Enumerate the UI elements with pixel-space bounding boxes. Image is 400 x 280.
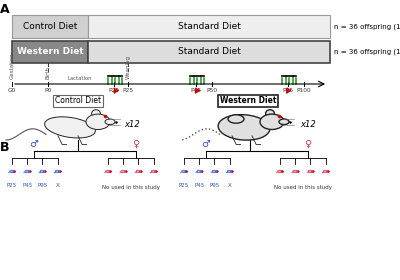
Text: Birth: Birth xyxy=(46,66,50,79)
Ellipse shape xyxy=(311,171,314,172)
Ellipse shape xyxy=(326,171,329,172)
Text: X: X xyxy=(56,183,60,188)
Text: Control Diet: Control Diet xyxy=(23,22,77,31)
Text: G0: G0 xyxy=(8,88,16,93)
Text: A: A xyxy=(0,3,10,16)
Text: x12: x12 xyxy=(300,120,316,129)
Text: P95: P95 xyxy=(282,88,294,93)
Text: ♀: ♀ xyxy=(132,139,140,149)
Text: No used in this study: No used in this study xyxy=(102,185,160,190)
Bar xyxy=(88,15,330,38)
Ellipse shape xyxy=(182,170,186,172)
Text: Lactation: Lactation xyxy=(68,76,92,81)
Text: ♂: ♂ xyxy=(202,139,210,149)
Ellipse shape xyxy=(296,171,299,172)
Ellipse shape xyxy=(215,171,218,172)
Text: n = 36 offspring (12x3): n = 36 offspring (12x3) xyxy=(334,48,400,55)
Ellipse shape xyxy=(218,115,270,140)
Text: n = 36 offspring (12x3): n = 36 offspring (12x3) xyxy=(334,23,400,30)
Ellipse shape xyxy=(43,171,46,172)
Text: P45: P45 xyxy=(190,88,202,93)
Text: B: B xyxy=(0,141,10,154)
Text: P25: P25 xyxy=(179,183,189,188)
Ellipse shape xyxy=(266,110,274,117)
Ellipse shape xyxy=(293,170,298,172)
Ellipse shape xyxy=(136,170,141,172)
Ellipse shape xyxy=(185,171,188,172)
Ellipse shape xyxy=(106,170,110,172)
Text: P21: P21 xyxy=(108,88,120,93)
Ellipse shape xyxy=(55,170,60,172)
Text: P25: P25 xyxy=(7,183,17,188)
Text: P45: P45 xyxy=(22,183,32,188)
Ellipse shape xyxy=(45,117,95,138)
Text: Control Diet: Control Diet xyxy=(55,96,101,105)
Text: P100: P100 xyxy=(297,88,311,93)
Ellipse shape xyxy=(228,115,244,123)
Ellipse shape xyxy=(154,171,157,172)
Text: Western Diet: Western Diet xyxy=(17,47,83,56)
Text: P50: P50 xyxy=(206,88,218,93)
Ellipse shape xyxy=(227,170,232,172)
Ellipse shape xyxy=(200,171,203,172)
Ellipse shape xyxy=(323,170,328,172)
Bar xyxy=(88,41,330,63)
Ellipse shape xyxy=(25,170,30,172)
Text: ♂: ♂ xyxy=(30,139,38,149)
Ellipse shape xyxy=(28,171,31,172)
Ellipse shape xyxy=(58,171,61,172)
Ellipse shape xyxy=(139,171,142,172)
Text: Western Diet: Western Diet xyxy=(220,96,276,105)
Ellipse shape xyxy=(212,170,217,172)
Text: Gestation: Gestation xyxy=(10,52,14,79)
Ellipse shape xyxy=(151,170,156,172)
Ellipse shape xyxy=(124,171,127,172)
Ellipse shape xyxy=(279,119,289,125)
Ellipse shape xyxy=(86,114,110,129)
Text: ♀: ♀ xyxy=(304,139,312,149)
Text: Standard Diet: Standard Diet xyxy=(178,22,240,31)
Ellipse shape xyxy=(230,171,233,172)
Text: P95: P95 xyxy=(209,183,220,188)
Text: P25: P25 xyxy=(122,88,134,93)
Text: P0: P0 xyxy=(44,88,52,93)
Ellipse shape xyxy=(278,170,282,172)
Ellipse shape xyxy=(260,114,284,129)
Bar xyxy=(12,15,88,38)
Text: Weaning: Weaning xyxy=(126,55,130,79)
Text: x12: x12 xyxy=(124,120,140,129)
Ellipse shape xyxy=(109,171,112,172)
Ellipse shape xyxy=(13,171,16,172)
Text: Standard Diet: Standard Diet xyxy=(178,47,240,56)
Ellipse shape xyxy=(121,170,126,172)
Text: No used in this study: No used in this study xyxy=(274,185,332,190)
Text: P45: P45 xyxy=(194,183,204,188)
Ellipse shape xyxy=(40,170,45,172)
Ellipse shape xyxy=(105,119,115,125)
Ellipse shape xyxy=(10,170,14,172)
Ellipse shape xyxy=(197,170,202,172)
Ellipse shape xyxy=(308,170,313,172)
Ellipse shape xyxy=(92,110,100,117)
Text: P95: P95 xyxy=(37,183,48,188)
Bar xyxy=(12,41,88,63)
Ellipse shape xyxy=(281,171,284,172)
Text: X: X xyxy=(228,183,232,188)
